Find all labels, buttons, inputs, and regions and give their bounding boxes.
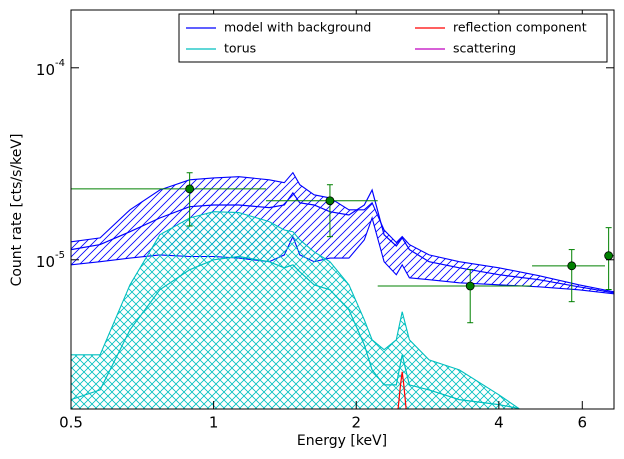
y-tick-label: 10-4 [36,58,65,79]
data-point [325,196,335,206]
series-line [71,188,614,294]
tick-exponent: -5 [55,250,65,261]
series-line [71,255,520,409]
data-point [567,261,577,271]
x-tick-label: 4 [494,414,504,432]
x-tick-label: 2 [351,414,361,432]
legend-label: model with background [224,20,371,35]
x-tick-label: 6 [578,414,588,432]
series-line [397,371,407,409]
x-tick-label: 0.5 [59,414,83,432]
legend-label: scattering [453,41,516,56]
tick-base: 10 [36,252,55,270]
error-band [71,211,520,409]
x-axis-label: Energy [keV] [297,433,387,449]
legend-label: reflection component [453,20,587,35]
plot-area [71,171,614,409]
legend-label: torus [224,41,256,56]
y-axis-label: Count rate [cts/s/keV] [9,134,25,287]
data-point [604,251,614,261]
legend-box [178,13,608,63]
data-point [185,184,195,194]
x-tick-label: 1 [209,414,219,432]
axes-frame [70,9,615,410]
data-point [465,281,475,291]
y-tick-label: 10-5 [36,250,65,271]
tick-exponent: -4 [55,58,65,69]
tick-base: 10 [36,60,55,78]
